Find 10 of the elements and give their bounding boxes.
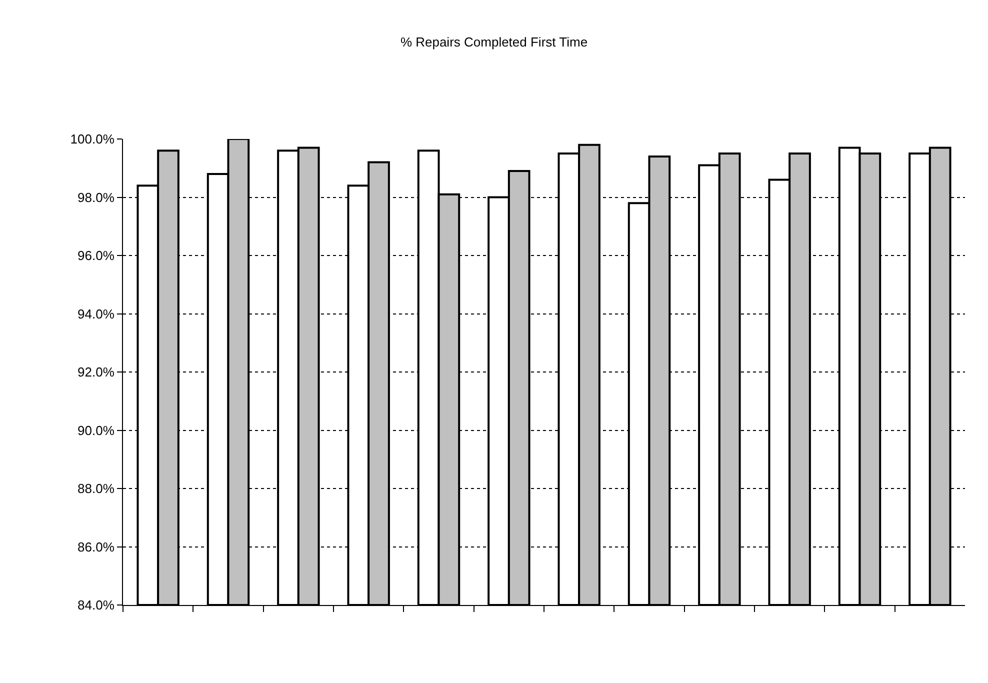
y-tick-label: 94.0%: [78, 306, 115, 322]
y-tick-label: 88.0%: [78, 481, 115, 496]
y-tick-label: 96.0%: [78, 248, 115, 264]
chart-title: % Repairs Completed First Time: [400, 34, 588, 50]
y-tick-label: 84.0%: [78, 598, 115, 613]
y-tick-label: 90.0%: [78, 422, 115, 438]
y-tick-label: 86.0%: [78, 539, 115, 554]
y-tick-label: 92.0%: [78, 364, 115, 380]
y-tick-label: 98.0%: [78, 190, 115, 205]
y-tick-label: 100.0%: [70, 132, 115, 147]
